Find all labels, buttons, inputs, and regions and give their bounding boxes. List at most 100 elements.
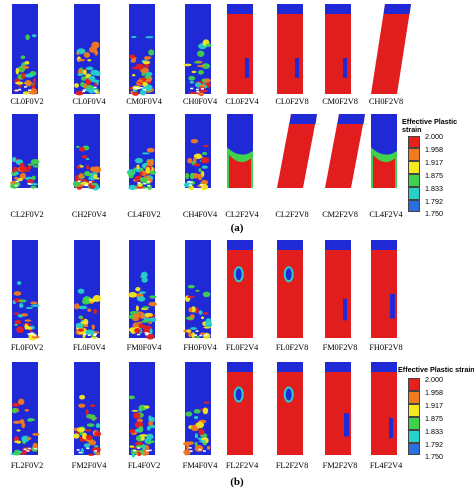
specimen-label-fl0f0v4: FL0F0V4 (72, 343, 106, 352)
specimen-label-fm2f0v4: FM2F0V4 (71, 461, 107, 470)
specimen-ch2f0v4 (72, 114, 102, 191)
specimen-label-fm4f0v4: FM4F0V4 (182, 461, 218, 470)
specimen-label-cl0f2v4: CL0F2V4 (225, 97, 259, 106)
legend-b-swatch-2 (408, 404, 420, 417)
specimen-label-cl0f2v8: CL0F2V8 (275, 97, 309, 106)
specimen-fl2f2v4-body (227, 362, 253, 455)
specimen-fl0f2v8-body (277, 240, 303, 338)
panel-caption-a: (a) (230, 222, 244, 234)
specimen-ch0f0v4 (183, 4, 212, 96)
specimen-fh0f0v4 (183, 240, 213, 340)
specimen-fl4f2v4 (371, 362, 397, 455)
specimen-fm0f2v8 (325, 240, 351, 338)
specimen-label-fl2f0v2: FL2F0V2 (10, 461, 44, 470)
specimen-fm0f0v4 (128, 240, 158, 340)
legend-a-swatch-2 (408, 161, 420, 174)
legend-b-swatch-1 (408, 391, 420, 404)
legend-a-title-line1: Effective Plastic (402, 117, 458, 126)
legend-a-swatch-4 (408, 187, 420, 200)
specimen-cm0f2v8-body (325, 4, 351, 94)
legend-b-tick-6: 1.750 (425, 452, 443, 461)
specimen-cl0f2v4-body (227, 4, 253, 94)
specimen-fm2f2v8 (325, 362, 351, 455)
legend-a-tick-4: 1.833 (425, 184, 443, 193)
specimen-fl2f2v4 (227, 362, 253, 455)
specimen-label-fh0f2v8: FH0F2V8 (369, 343, 403, 352)
specimen-label-fl2f2v8: FL2F2V8 (275, 461, 309, 470)
specimen-cl2f2v4 (227, 114, 253, 188)
specimen-fl0f0v2 (12, 240, 40, 341)
specimen-cl2f2v8-body (277, 114, 317, 188)
specimen-label-fl0f2v4: FL0F2V4 (225, 343, 259, 352)
specimen-label-ch0f0v4: CH0F0V4 (182, 97, 218, 106)
specimen-label-ch4f0v4: CH4F0V4 (182, 210, 218, 219)
legend-a-tick-3: 1.875 (425, 171, 443, 180)
specimen-label-fm0f0v4: FM0F0V4 (126, 343, 162, 352)
specimen-label-cl2f2v8: CL2F2V8 (275, 210, 309, 219)
specimen-fl0f2v4-body (227, 240, 253, 338)
specimen-cm2f2v8 (325, 114, 365, 188)
legend-a-swatch-5 (408, 200, 420, 212)
specimen-label-cm0f2v8: CM0F2V8 (322, 97, 358, 106)
specimen-label-cl4f2v4: CL4F2V4 (369, 210, 403, 219)
specimen-label-ch2f0v4: CH2F0V4 (71, 210, 107, 219)
legend-b-tick-2: 1.917 (425, 401, 443, 410)
legend-b-swatch-0 (408, 378, 420, 391)
legend-b-tick-5: 1.792 (425, 440, 443, 449)
specimen-cl4f0v2 (126, 114, 156, 191)
legend-b-tick-1: 1.958 (425, 388, 443, 397)
specimen-cl0f0v2 (12, 4, 38, 95)
legend-b-swatch-4 (408, 430, 420, 443)
specimen-ch0f2v8 (371, 4, 411, 94)
specimen-label-cl4f0v2: CL4F0V2 (127, 210, 161, 219)
legend-b-tick-0: 2.000 (425, 375, 443, 384)
specimen-label-cm0f0v4: CM0F0V4 (126, 97, 162, 106)
legend-a-tick-6: 1.750 (425, 209, 443, 218)
specimen-fm4f0v4 (183, 362, 211, 456)
specimen-label-fl2f2v4: FL2F2V4 (225, 461, 259, 470)
specimen-cl0f0v4 (74, 4, 101, 96)
specimen-fl0f0v4 (74, 240, 102, 339)
specimen-label-fl0f0v2: FL0F0V2 (10, 343, 44, 352)
specimen-cm2f2v8-body (325, 114, 365, 188)
specimen-cl2f2v8 (277, 114, 317, 188)
specimen-cl0f2v8 (277, 4, 303, 94)
specimen-ch4f0v4 (183, 114, 211, 191)
specimen-fl2f2v8 (277, 362, 303, 455)
legend-b-tick-4: 1.833 (425, 427, 443, 436)
specimen-cl0f2v4 (227, 4, 253, 94)
specimen-label-cl0f0v2: CL0F0V2 (10, 97, 44, 106)
legend-a-swatch-0 (408, 136, 420, 148)
legend-b: Effective Plastic strain 2.000 1.958 1.9… (398, 366, 474, 468)
specimen-label-fl4f0v2: FL4F0V2 (127, 461, 161, 470)
specimen-fl4f2v4-body (371, 362, 397, 455)
legend-a-tick-1: 1.958 (425, 145, 443, 154)
legend-a-tick-0: 2.000 (425, 132, 443, 141)
specimen-fh0f2v8-body (371, 240, 397, 338)
specimen-fl2f2v8-body (277, 362, 303, 455)
specimen-cl2f0v2 (9, 114, 40, 189)
specimen-label-fh0f0v4: FH0F0V4 (183, 343, 217, 352)
specimen-fl4f0v2 (128, 362, 156, 458)
legend-a-tick-5: 1.792 (425, 197, 443, 206)
legend-b-title-line1: Effective Plastic strain (398, 365, 474, 374)
specimen-ch0f2v8-body (371, 4, 411, 94)
legend-a-swatch-3 (408, 174, 420, 187)
legend-b-swatch-5 (408, 443, 420, 455)
specimen-label-cl2f0v2: CL2F0V2 (10, 210, 44, 219)
specimen-fh0f2v8 (371, 240, 397, 338)
specimen-fm0f2v8-body (325, 240, 351, 338)
specimen-label-cl0f0v4: CL0F0V4 (72, 97, 106, 106)
specimen-label-fm2f2v8: FM2F2V8 (322, 461, 358, 470)
specimen-label-cl2f2v4: CL2F2V4 (225, 210, 259, 219)
panel-caption-b: (b) (230, 476, 244, 488)
specimen-cl4f2v4 (371, 114, 397, 188)
legend-a: Effective Plastic strain 2.000 1.958 1.9… (400, 117, 474, 219)
specimen-fl0f2v8 (277, 240, 303, 338)
specimen-cm0f0v4 (129, 4, 155, 96)
specimen-cl0f2v8-body (277, 4, 303, 94)
legend-a-tick-2: 1.917 (425, 158, 443, 167)
legend-b-tick-3: 1.875 (425, 414, 443, 423)
